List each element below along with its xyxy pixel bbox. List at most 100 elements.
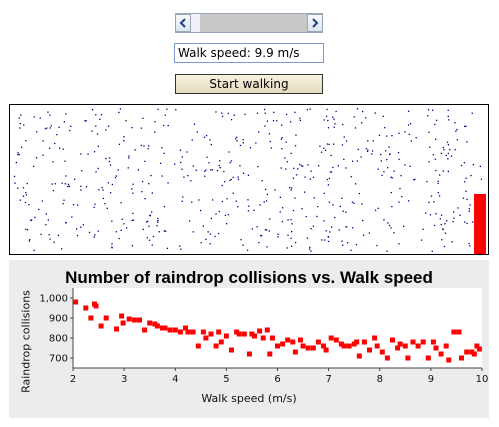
data-point: [451, 329, 457, 335]
raindrop: [216, 170, 219, 172]
raindrop: [440, 223, 442, 226]
raindrop: [333, 118, 335, 120]
raindrop: [30, 219, 32, 222]
raindrop: [157, 221, 159, 223]
raindrop: [430, 195, 433, 197]
raindrop: [253, 209, 255, 211]
data-point: [208, 331, 214, 337]
raindrop: [310, 170, 312, 172]
raindrop: [300, 165, 303, 167]
x-tick-label: 4: [172, 374, 178, 385]
raindrop: [281, 148, 283, 150]
raindrop: [281, 137, 283, 139]
raindrop: [107, 125, 110, 127]
data-point: [167, 327, 173, 333]
raindrop: [18, 117, 20, 119]
raindrop: [242, 172, 245, 174]
raindrop: [175, 109, 177, 111]
raindrop: [193, 123, 196, 125]
scroll-left-button[interactable]: [175, 14, 191, 32]
raindrop: [345, 167, 347, 169]
raindrop: [393, 232, 395, 234]
raindrop: [156, 225, 158, 227]
raindrop: [390, 191, 392, 194]
raindrop: [323, 192, 325, 194]
raindrop: [61, 182, 63, 184]
raindrop: [38, 208, 40, 211]
raindrop: [387, 167, 389, 169]
scroll-right-button[interactable]: [307, 14, 323, 32]
raindrop: [399, 187, 401, 190]
raindrop: [235, 200, 237, 202]
raindrop: [268, 230, 270, 232]
raindrop: [367, 149, 369, 151]
raindrop-field: [13, 108, 483, 252]
raindrop: [431, 250, 433, 252]
walk-speed-scrollbar[interactable]: [175, 13, 323, 33]
raindrop: [132, 212, 134, 214]
raindrop: [123, 223, 125, 225]
start-walking-button[interactable]: Start walking: [175, 74, 323, 94]
raindrop: [29, 239, 31, 241]
raindrop: [14, 182, 16, 184]
scrollbar-thumb[interactable]: [199, 14, 308, 32]
raindrop: [64, 160, 66, 162]
raindrop: [39, 117, 41, 119]
raindrop: [451, 241, 453, 243]
raindrop: [45, 213, 47, 215]
raindrop: [118, 143, 121, 145]
raindrop: [255, 142, 257, 144]
raindrop: [34, 216, 36, 219]
data-point: [252, 333, 257, 339]
raindrop: [105, 157, 107, 160]
data-point: [459, 355, 464, 361]
raindrop: [191, 201, 193, 203]
raindrop: [91, 130, 93, 132]
raindrop: [19, 127, 21, 129]
collision-chart: 2 3 4 5 6 7 8 9 10 700 800 900 1,000 Number of raind…: [9, 260, 489, 418]
raindrop: [42, 140, 44, 142]
raindrop: [439, 218, 441, 220]
data-point: [410, 339, 416, 345]
raindrop: [307, 164, 309, 166]
raindrop: [327, 184, 330, 186]
data-point: [476, 346, 482, 352]
raindrop: [312, 176, 315, 178]
raindrop: [433, 224, 436, 227]
raindrop: [20, 114, 22, 116]
chevron-right-icon: [312, 18, 319, 28]
x-tick-label: 6: [274, 374, 280, 385]
raindrop: [215, 111, 217, 113]
data-point: [218, 339, 224, 345]
raindrop: [131, 219, 133, 221]
raindrop: [256, 112, 259, 114]
data-point: [98, 323, 104, 329]
x-tick-label: 9: [428, 374, 434, 385]
data-point: [372, 335, 378, 341]
raindrop: [323, 220, 325, 222]
data-point: [120, 320, 126, 326]
raindrop: [333, 143, 335, 145]
raindrop: [97, 230, 99, 232]
raindrop: [119, 108, 121, 110]
raindrop: [360, 156, 362, 158]
data-point: [321, 343, 326, 349]
raindrop: [456, 128, 458, 131]
raindrop: [140, 127, 142, 129]
raindrop: [108, 160, 111, 163]
raindrop: [25, 140, 27, 142]
raindrop: [446, 141, 449, 143]
raindrop: [204, 170, 206, 172]
raindrop: [200, 242, 202, 244]
raindrop: [186, 151, 188, 153]
raindrop: [80, 153, 82, 155]
raindrop: [341, 240, 343, 242]
raindrop: [465, 177, 467, 179]
raindrop: [426, 181, 428, 183]
raindrop: [107, 182, 109, 184]
raindrop: [357, 148, 359, 151]
walk-speed-field[interactable]: Walk speed: 9.9 m/s: [174, 43, 324, 63]
raindrop: [205, 134, 208, 137]
raindrop: [342, 244, 344, 246]
raindrop: [179, 245, 181, 247]
